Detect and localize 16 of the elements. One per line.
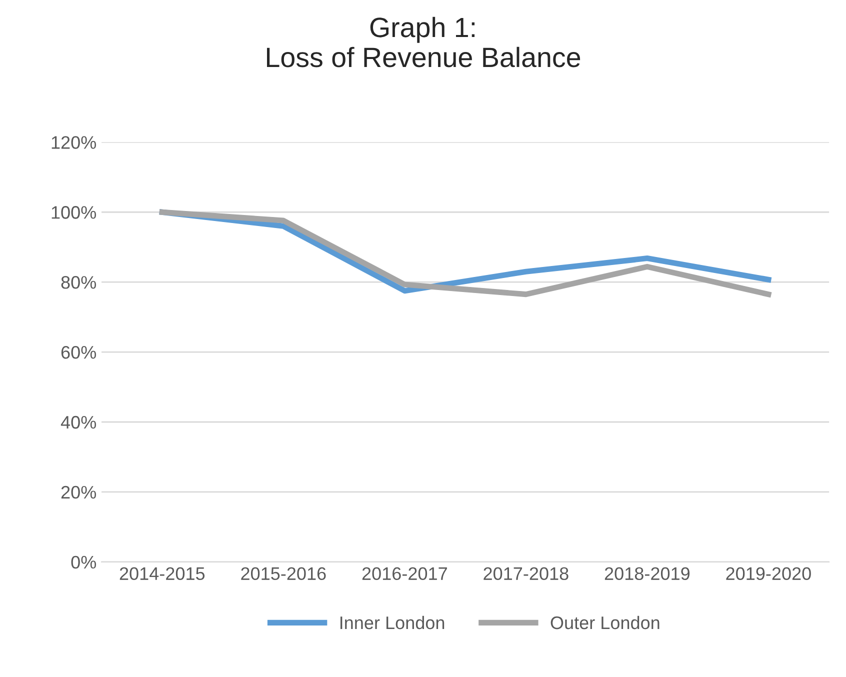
y-tick-label: 60% — [61, 346, 96, 359]
y-tick-label: 100% — [52, 206, 96, 219]
x-tick-label: 2014-2015 — [120, 567, 205, 580]
x-tick-label: 2019-2020 — [726, 567, 811, 580]
x-tick-label: 2017-2018 — [484, 567, 568, 580]
y-tick-label: 80% — [61, 276, 96, 289]
x-tick-label: 2016-2017 — [362, 567, 447, 580]
y-tick-label: 20% — [61, 486, 96, 499]
y-tick-label: 40% — [60, 416, 96, 429]
chart-title: Graph 1: Loss of Revenue Balance — [267, 16, 580, 68]
legend-label: Inner London — [340, 616, 444, 630]
x-tick-label: 2015-2016 — [241, 567, 326, 580]
x-tick-label: 2018-2019 — [604, 567, 690, 580]
y-tick-label: 0% — [71, 556, 96, 569]
y-tick-label: 120% — [52, 136, 96, 149]
legend-label: Outer London — [550, 616, 660, 630]
